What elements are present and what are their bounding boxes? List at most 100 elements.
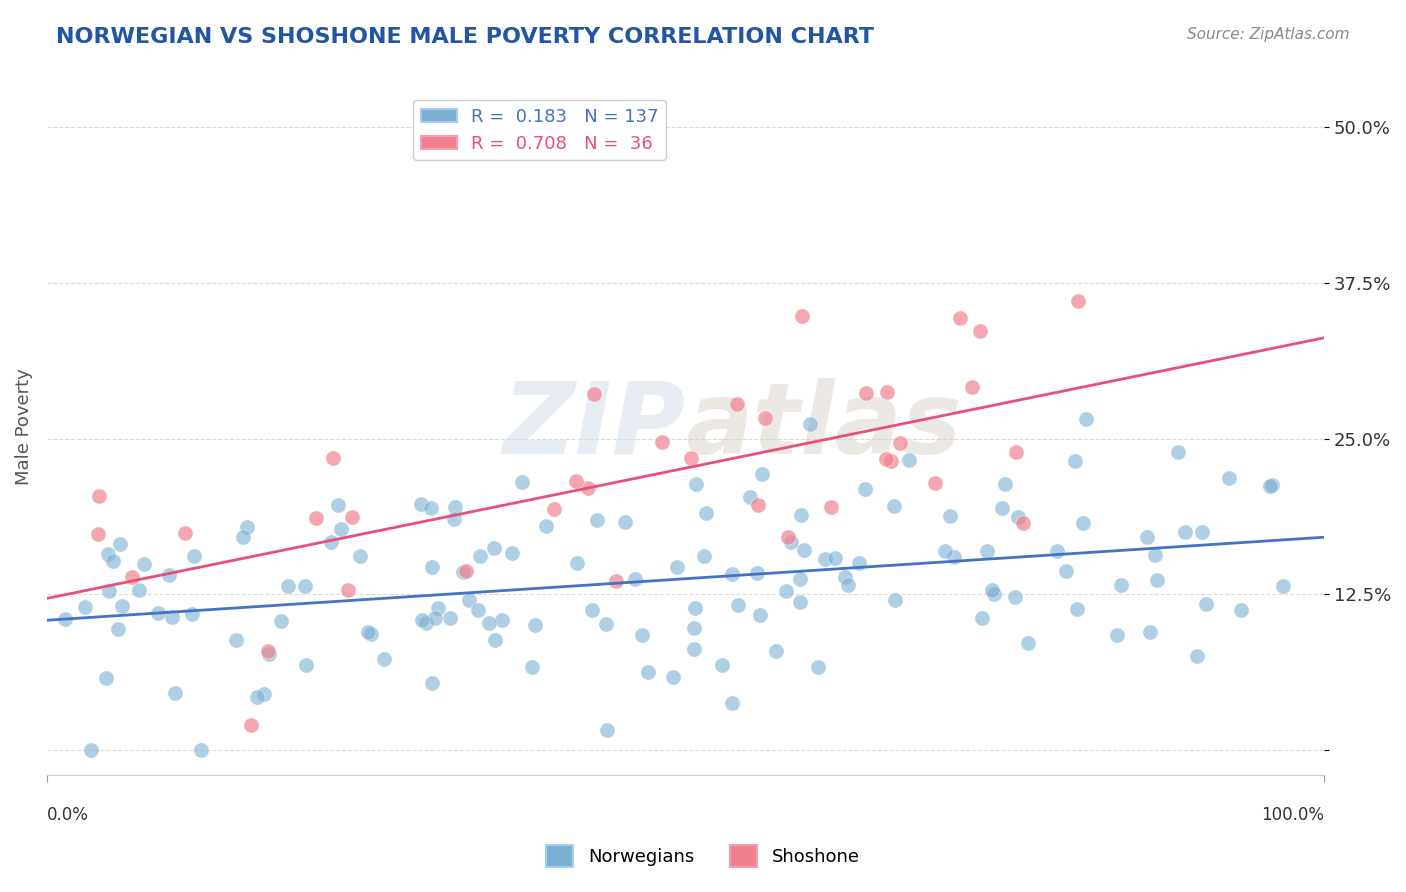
Point [880,454,903,468]
Point [160,609,183,624]
Point [605,574,627,589]
Point [322,451,344,466]
Text: 100.0%: 100.0% [1261,806,1324,824]
Point [883,593,905,607]
Point [415,616,437,631]
Point [848,557,870,571]
Point [695,506,717,520]
Point [983,586,1005,600]
Point [853,482,876,496]
Point [482,541,505,555]
Point [87,489,110,503]
Point [820,500,842,514]
Point [789,572,811,586]
Point [305,511,328,525]
Point [181,607,204,621]
Point [837,578,859,592]
Point [422,559,444,574]
Point [253,688,276,702]
Point [651,434,673,449]
Point [270,614,292,628]
Point [960,380,983,394]
Point [581,602,603,616]
Point [319,534,342,549]
Point [329,522,352,536]
Point [183,549,205,564]
Point [775,583,797,598]
Point [1174,524,1197,539]
Point [294,579,316,593]
Point [754,411,776,425]
Point [295,658,318,673]
Point [94,671,117,685]
Point [897,452,920,467]
Point [277,580,299,594]
Point [793,543,815,558]
Point [53,612,76,626]
Point [1167,445,1189,459]
Point [360,627,382,641]
Point [685,601,707,615]
Point [595,617,617,632]
Point [1143,549,1166,563]
Text: ZIP: ZIP [502,377,685,475]
Point [855,385,877,400]
Point [747,498,769,512]
Point [256,644,278,658]
Point [727,598,749,612]
Point [524,618,547,632]
Point [876,385,898,400]
Point [1017,636,1039,650]
Point [720,566,742,581]
Point [427,601,450,615]
Point [373,652,395,666]
Point [132,557,155,571]
Point [1146,573,1168,587]
Point [740,490,762,504]
Point [630,628,652,642]
Point [107,622,129,636]
Point [534,518,557,533]
Point [596,723,619,737]
Point [423,611,446,625]
Point [1071,516,1094,531]
Point [942,549,965,564]
Point [720,696,742,710]
Point [582,387,605,401]
Point [1229,603,1251,617]
Point [1076,412,1098,426]
Point [1139,625,1161,640]
Point [443,512,465,526]
Point [637,665,659,680]
Point [976,544,998,558]
Point [1107,627,1129,641]
Point [613,516,636,530]
Point [990,501,1012,516]
Point [231,530,253,544]
Point [98,584,121,599]
Point [875,452,897,467]
Y-axis label: Male Poverty: Male Poverty [15,368,32,484]
Point [190,743,212,757]
Point [173,526,195,541]
Point [949,311,972,326]
Point [1007,509,1029,524]
Point [725,397,748,411]
Point [510,475,533,490]
Point [692,549,714,563]
Text: Source: ZipAtlas.com: Source: ZipAtlas.com [1187,27,1350,42]
Point [834,570,856,584]
Point [1272,579,1295,593]
Point [710,658,733,673]
Point [108,537,131,551]
Point [790,309,813,323]
Point [749,607,772,622]
Legend: Norwegians, Shoshone: Norwegians, Shoshone [538,838,868,874]
Point [564,474,586,488]
Point [889,436,911,450]
Point [1046,544,1069,558]
Point [157,567,180,582]
Point [257,647,280,661]
Point [565,556,588,570]
Point [751,467,773,482]
